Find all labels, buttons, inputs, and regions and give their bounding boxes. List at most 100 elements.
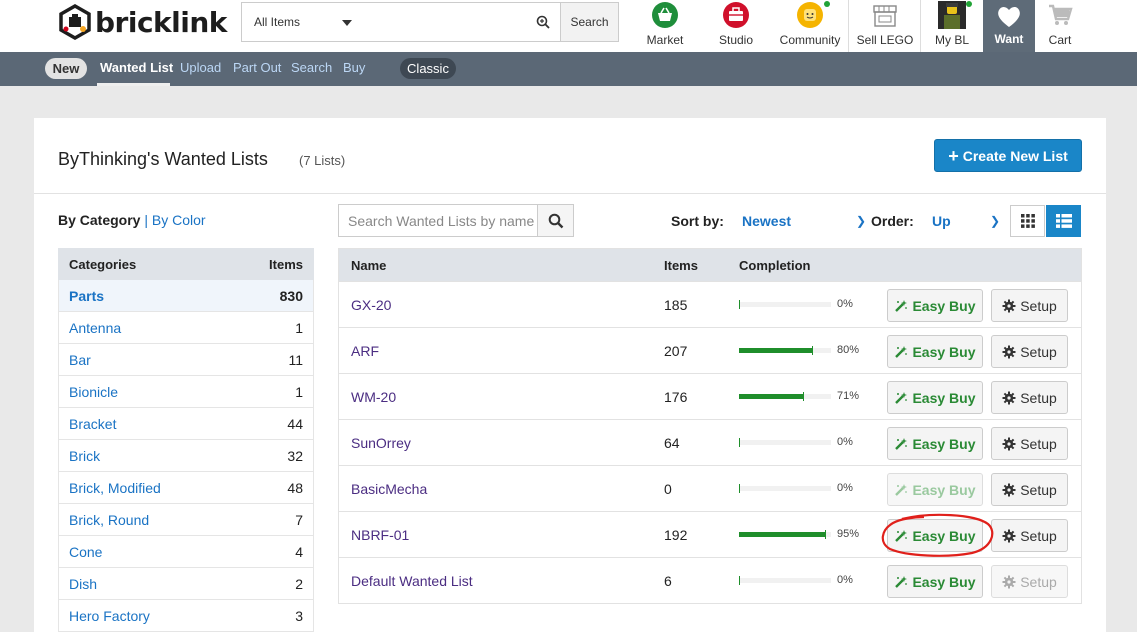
zoom-in-icon — [536, 15, 550, 29]
nav-divider — [920, 0, 921, 52]
plus-icon: + — [948, 145, 959, 166]
completion-progress-bar — [739, 576, 831, 585]
magic-wand-icon — [895, 299, 908, 312]
order-select[interactable]: Up — [932, 213, 951, 229]
nav-my-bl[interactable]: My BL — [929, 0, 975, 52]
search-icon — [548, 213, 563, 228]
basket-icon — [651, 1, 679, 29]
by-color-tab[interactable]: By Color — [151, 212, 206, 228]
gear-icon — [1002, 391, 1016, 404]
nav-community[interactable]: Community — [777, 0, 843, 52]
nav-market[interactable]: Market — [640, 0, 690, 52]
category-row[interactable]: Bar 11 — [58, 344, 314, 376]
easy-buy-button[interactable]: Easy Buy — [887, 565, 983, 598]
wanted-list-items-count: 176 — [664, 389, 688, 405]
easy-buy-button[interactable]: Easy Buy — [887, 335, 983, 368]
nav-cart-label: Cart — [1048, 33, 1072, 47]
grid-view-button[interactable] — [1010, 205, 1045, 237]
classic-toggle[interactable]: Classic — [400, 58, 456, 79]
category-row[interactable]: Dish 2 — [58, 568, 314, 600]
completion-progress-marker — [803, 392, 804, 401]
wanted-list-name-link[interactable]: SunOrrey — [351, 435, 411, 451]
cart-icon — [1046, 1, 1074, 29]
wanted-list-row: SunOrrey 64 0% Easy Buy Setup — [339, 419, 1081, 465]
category-row[interactable]: Brick, Modified 48 — [58, 472, 314, 504]
wanted-list-name-link[interactable]: Default Wanted List — [351, 573, 473, 589]
nav-sell-lego[interactable]: Sell LEGO — [856, 0, 914, 52]
easy-buy-button[interactable]: Easy Buy — [887, 519, 983, 552]
easy-buy-button[interactable]: Easy Buy — [887, 381, 983, 414]
new-badge[interactable]: New — [45, 58, 87, 79]
magic-wand-icon — [895, 345, 908, 358]
setup-label: Setup — [1020, 435, 1057, 452]
setup-button[interactable]: Setup — [991, 519, 1068, 552]
category-name: Dish — [69, 575, 98, 592]
category-row[interactable]: Cone 4 — [58, 536, 314, 568]
setup-label: Setup — [1020, 481, 1057, 498]
list-count: (7 Lists) — [299, 153, 346, 168]
search-input[interactable] — [362, 2, 561, 42]
subnav-upload[interactable]: Upload — [180, 60, 222, 75]
setup-button[interactable]: Setup — [991, 565, 1068, 598]
subnav-part-out[interactable]: Part Out — [233, 60, 282, 75]
category-count: 4 — [295, 543, 303, 560]
completion-percent: 0% — [837, 436, 853, 448]
category-row[interactable]: Brick 32 — [58, 440, 314, 472]
chevron-down-icon[interactable]: ❯ — [856, 214, 867, 228]
bricklink-logo[interactable]: bricklink — [57, 2, 227, 42]
subnav-wanted-list[interactable]: Wanted List — [100, 60, 174, 75]
nav-divider — [848, 0, 849, 52]
wanted-list-name-link[interactable]: NBRF-01 — [351, 527, 410, 543]
easy-buy-label: Easy Buy — [912, 389, 976, 406]
subnav-search[interactable]: Search — [291, 60, 333, 75]
wanted-list-items-count: 64 — [664, 435, 680, 451]
heart-icon — [995, 3, 1023, 31]
gear-icon — [1002, 575, 1016, 588]
category-count: 48 — [287, 479, 303, 496]
subnav-buy[interactable]: Buy — [343, 60, 366, 75]
category-row[interactable]: Antenna 1 — [58, 312, 314, 344]
wanted-list-search-button[interactable] — [537, 204, 574, 237]
setup-button[interactable]: Setup — [991, 381, 1068, 414]
completion-percent: 0% — [837, 482, 853, 494]
group-separator: | — [144, 212, 148, 228]
wanted-list-row: GX-20 185 0% Easy Buy Setup — [339, 281, 1081, 327]
sort-by-select[interactable]: Newest — [742, 213, 792, 229]
easy-buy-label: Easy Buy — [912, 481, 976, 498]
setup-button[interactable]: Setup — [991, 473, 1068, 506]
category-row[interactable]: Hero Factory 3 — [58, 600, 314, 632]
search-category-select[interactable]: All Items — [241, 2, 363, 42]
completion-progress-marker — [739, 484, 740, 493]
wanted-list-name-link[interactable]: BasicMecha — [351, 481, 428, 497]
by-category-tab[interactable]: By Category — [58, 212, 141, 228]
nav-cart[interactable]: Cart — [1040, 0, 1080, 52]
category-row-parts[interactable]: Parts 830 — [58, 280, 314, 312]
search-button[interactable]: Search — [560, 2, 619, 42]
wanted-list-search-input[interactable]: Search Wanted Lists by name — [338, 204, 538, 237]
completion-progress-fill — [739, 348, 813, 353]
table-icon — [1055, 214, 1072, 228]
easy-buy-button[interactable]: Easy Buy — [887, 473, 983, 506]
chevron-down-icon[interactable]: ❯ — [990, 214, 1001, 228]
nav-studio[interactable]: Studio — [712, 0, 760, 52]
nav-want[interactable]: Want — [983, 0, 1035, 52]
completion-progress-bar — [739, 484, 831, 493]
easy-buy-button[interactable]: Easy Buy — [887, 427, 983, 460]
top-header: bricklink All Items Search Market Studio — [0, 0, 1137, 52]
wanted-list-name-link[interactable]: GX-20 — [351, 297, 392, 313]
category-row[interactable]: Bionicle 1 — [58, 376, 314, 408]
categories-header-name: Categories — [69, 256, 137, 272]
category-row[interactable]: Brick, Round 7 — [58, 504, 314, 536]
table-view-button[interactable] — [1046, 205, 1081, 237]
create-new-list-button[interactable]: + Create New List — [934, 139, 1082, 172]
wanted-list-name-link[interactable]: ARF — [351, 343, 379, 359]
setup-button[interactable]: Setup — [991, 335, 1068, 368]
wanted-list-row: BasicMecha 0 0% Easy Buy Setup — [339, 465, 1081, 511]
wanted-list-name-link[interactable]: WM-20 — [351, 389, 397, 405]
easy-buy-button[interactable]: Easy Buy — [887, 289, 983, 322]
setup-button[interactable]: Setup — [991, 427, 1068, 460]
setup-button[interactable]: Setup — [991, 289, 1068, 322]
category-row[interactable]: Bracket 44 — [58, 408, 314, 440]
easy-buy-label: Easy Buy — [912, 343, 976, 360]
completion-progress-marker — [739, 438, 740, 447]
